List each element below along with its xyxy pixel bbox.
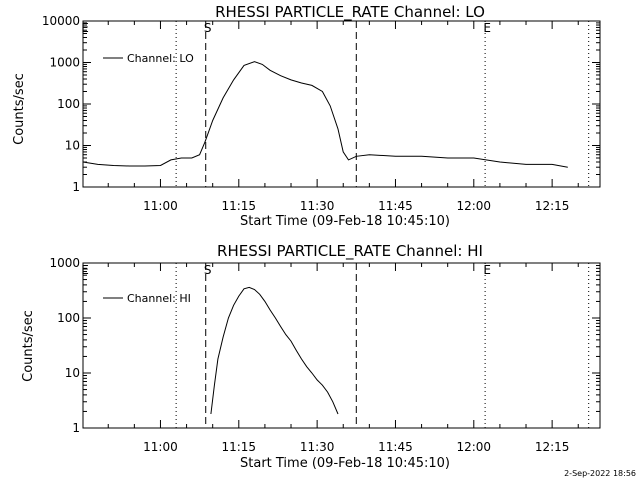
x-tick-label: 11:15 [221, 440, 256, 454]
x-tick-label: 11:30 [300, 440, 335, 454]
y-tick-label: 1000 [49, 256, 80, 270]
event-markers: S EE [81, 263, 590, 428]
series-line-Channel: HI [210, 286, 339, 415]
event-marker-label: E [483, 263, 491, 277]
x-tick-label: 11:30 [300, 199, 335, 213]
x-tick-label: 11:00 [143, 199, 178, 213]
legend: Channel: LO [103, 52, 194, 65]
plot-area [82, 20, 601, 188]
y-tick-label: 100 [57, 97, 80, 111]
legend-label: Channel: HI [127, 292, 191, 305]
axes-frame [82, 20, 601, 188]
legend-label: Channel: LO [127, 52, 194, 65]
x-tick-label: 11:45 [378, 440, 413, 454]
x-tick-label: 11:15 [221, 199, 256, 213]
plot-area [82, 262, 601, 429]
x-tick-label: 12:00 [456, 440, 491, 454]
series-line-Channel: LO [82, 61, 568, 168]
tick-labels: 11:00 11:15 11:30 11:45 12:00 12:15 1 10 100 1000 [49, 256, 569, 454]
x-tick-label: 11:45 [378, 199, 413, 213]
x-tick-label: 12:00 [456, 199, 491, 213]
x-tick-label: 12:15 [535, 199, 570, 213]
y-tick-label: 10 [65, 366, 80, 380]
y-tick-label: 1000 [49, 56, 80, 70]
event-marker-label: S [204, 263, 212, 277]
y-axis-label: Counts/sec [21, 310, 36, 382]
chart-title: RHESSI PARTICLE_RATE Channel: LO [215, 3, 485, 22]
edge-marker-label: E [81, 21, 89, 35]
x-axis-label: Start Time (09-Feb-18 10:45:10) [240, 456, 450, 471]
chart-panel-hi: RHESSI PARTICLE_RATE Channel: HI Counts/… [21, 242, 601, 471]
event-marker-label: E [483, 21, 491, 35]
y-tick-label: 1 [72, 421, 80, 435]
y-axis-label: Counts/sec [12, 73, 27, 145]
y-tick-label: 1 [72, 180, 80, 194]
x-axis-label: Start Time (09-Feb-18 10:45:10) [240, 214, 450, 229]
event-markers: S EE [81, 21, 590, 187]
chart-panel-lo: RHESSI PARTICLE_RATE Channel: LO Counts/… [12, 3, 601, 229]
event-marker-label: S [204, 21, 212, 35]
series-line [82, 61, 568, 168]
y-tick-label: 100 [57, 311, 80, 325]
x-tick-label: 11:00 [143, 440, 178, 454]
edge-marker-label: E [81, 263, 89, 277]
footer-timestamp: 2-Sep-2022 18:56 [564, 469, 636, 478]
series-line [210, 286, 339, 415]
axes-frame [82, 262, 601, 429]
y-tick-label: 10000 [42, 14, 80, 28]
legend: Channel: HI [103, 292, 191, 305]
y-tick-label: 10 [65, 139, 80, 153]
tick-labels: 11:00 11:15 11:30 11:45 12:00 12:15 1 10 100 1000… [42, 14, 570, 213]
x-tick-label: 12:15 [535, 440, 570, 454]
chart-title: RHESSI PARTICLE_RATE Channel: HI [217, 242, 483, 261]
